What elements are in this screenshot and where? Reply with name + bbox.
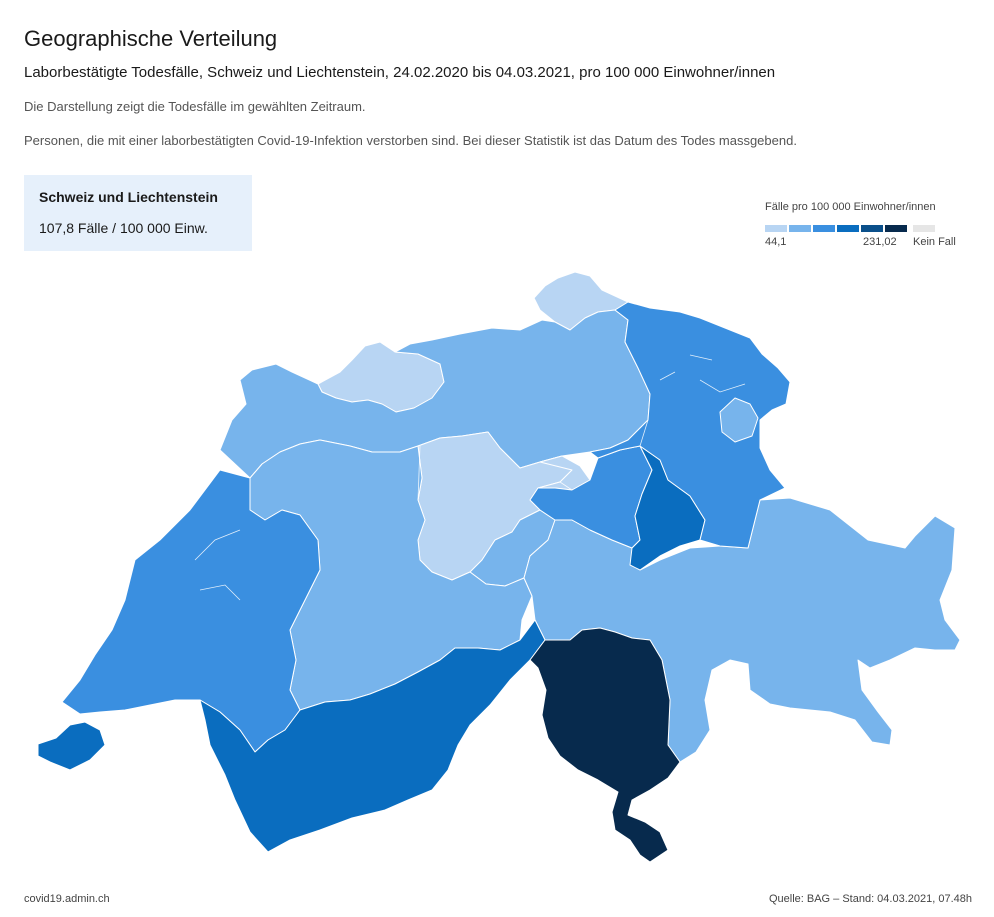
region-vaud[interactable] bbox=[61, 469, 321, 753]
choropleth-map bbox=[37, 271, 961, 863]
footer-source-site: covid19.admin.ch bbox=[24, 893, 110, 905]
region-ticino[interactable] bbox=[529, 627, 681, 863]
summary-box: Schweiz und Liechtenstein 107,8 Fälle / … bbox=[24, 175, 252, 251]
definition-text: Personen, die mit einer laborbestätigten… bbox=[24, 133, 797, 148]
legend-max-label: 231,02 bbox=[863, 236, 897, 248]
legend-swatch-6 bbox=[885, 225, 907, 232]
description-text: Die Darstellung zeigt die Todesfälle im … bbox=[24, 99, 366, 114]
legend-min-label: 44,1 bbox=[765, 236, 787, 248]
internal-borders bbox=[194, 354, 746, 601]
region-geneve[interactable] bbox=[37, 721, 106, 771]
legend-swatch-3 bbox=[813, 225, 835, 232]
region-stgallen[interactable] bbox=[589, 301, 791, 549]
legend-swatch-no-case bbox=[913, 225, 935, 232]
legend-swatch-1 bbox=[765, 225, 787, 232]
summary-value: 107,8 Fälle / 100 000 Einw. bbox=[39, 220, 208, 236]
legend-swatch-2 bbox=[789, 225, 811, 232]
page-title: Geographische Verteilung bbox=[24, 26, 278, 51]
region-appenzell-ir[interactable] bbox=[719, 397, 759, 443]
legend-swatch-5 bbox=[861, 225, 883, 232]
legend-no-case-label: Kein Fall bbox=[913, 236, 956, 248]
page-subtitle: Laborbestätigte Todesfälle, Schweiz und … bbox=[24, 64, 776, 81]
legend-title: Fälle pro 100 000 Einwohner/innen bbox=[765, 201, 936, 213]
summary-region-name: Schweiz und Liechtenstein bbox=[39, 189, 218, 205]
footer-source-note: Quelle: BAG – Stand: 04.03.2021, 07.48h bbox=[768, 893, 972, 905]
legend-swatch-4 bbox=[837, 225, 859, 232]
